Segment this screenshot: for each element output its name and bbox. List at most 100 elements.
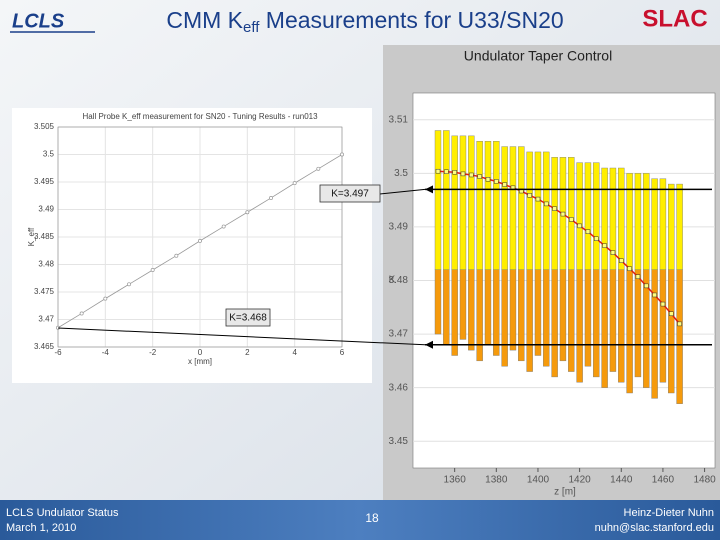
- y-tick-label: 3.485: [34, 232, 55, 241]
- k-marker: [652, 292, 657, 298]
- upper-bar: [509, 146, 517, 270]
- lower-bar: [676, 269, 683, 404]
- y-tick-label: 3.48: [38, 260, 54, 269]
- upper-bar: [543, 151, 550, 270]
- lower-bar: [576, 269, 583, 383]
- x-tick-label: 1480: [693, 475, 716, 486]
- upper-bar: [484, 141, 492, 270]
- y-tick-label: 3.495: [34, 177, 55, 186]
- data-point: [198, 238, 202, 243]
- y-tick-label: 3.5: [394, 168, 408, 179]
- upper-bar: [651, 178, 658, 270]
- x-tick-label: 1420: [568, 475, 591, 486]
- lower-bar: [634, 269, 642, 378]
- footer-author: Heinz-Dieter Nuhn: [624, 507, 714, 519]
- footer-email: nuhn@slac.stanford.edu: [595, 522, 714, 534]
- lower-bar: [476, 269, 483, 362]
- y-tick-label: 3.47: [38, 315, 54, 324]
- data-point: [174, 253, 179, 258]
- annotation-label: K=3.468: [229, 313, 267, 324]
- lower-bar: [551, 269, 558, 378]
- upper-bar: [501, 146, 508, 270]
- connector: [57, 327, 426, 346]
- upper-bar: [551, 157, 558, 270]
- y-tick-label: 3.475: [34, 287, 55, 296]
- logo-left: LCLS: [12, 10, 65, 32]
- y-tick-label: 3.5: [43, 150, 55, 159]
- footer-bar: [0, 500, 720, 540]
- y-tick-label: 3.46: [389, 382, 409, 393]
- annotation-box: [319, 184, 381, 203]
- lower-bar: [468, 269, 475, 351]
- upper-bar: [434, 130, 442, 270]
- upper-bar: [526, 151, 533, 270]
- upper-bar: [518, 146, 525, 270]
- upper-bar: [451, 135, 458, 270]
- x-tick-label: 1460: [652, 475, 675, 486]
- lower-bar: [434, 269, 442, 335]
- upper-bar: [601, 167, 608, 270]
- upper-bar: [593, 162, 600, 270]
- k-marker: [577, 223, 582, 229]
- k-marker: [485, 177, 491, 182]
- data-point: [245, 210, 250, 215]
- upper-bar: [668, 183, 675, 270]
- k-marker: [477, 174, 482, 179]
- lower-bar: [459, 269, 467, 340]
- k-marker: [435, 168, 441, 174]
- k-marker: [669, 311, 674, 316]
- arrow-head: [425, 185, 433, 194]
- lower-bar: [451, 269, 458, 356]
- logo-right: SLAC: [642, 5, 707, 32]
- k-marker: [677, 321, 682, 327]
- k-marker: [594, 236, 599, 241]
- footer-line1: LCLS Undulator Status: [6, 507, 119, 519]
- x-tick-label: 4: [292, 348, 297, 357]
- footer-line2: March 1, 2010: [6, 522, 76, 534]
- lower-bar: [493, 269, 500, 356]
- k-marker: [527, 193, 532, 198]
- y-tick-label: 3.49: [38, 205, 54, 214]
- lower-bar: [668, 269, 675, 394]
- x-tick-label: 1400: [527, 475, 550, 486]
- data-point: [127, 282, 131, 287]
- y-tick-label: 3.51: [389, 114, 409, 125]
- upper-bar: [643, 173, 650, 270]
- data-point: [103, 296, 108, 301]
- k-marker: [494, 179, 499, 184]
- k-marker: [535, 196, 541, 202]
- title-rest: Measurements for U33/SN20: [259, 7, 563, 33]
- k-marker: [552, 206, 557, 211]
- upper-bar: [576, 162, 583, 270]
- lower-bar: [618, 269, 625, 383]
- y-tick-label: 3.49: [389, 222, 409, 233]
- x-tick-label: -6: [54, 348, 62, 357]
- upper-bar: [468, 135, 475, 270]
- plot-frame: [57, 126, 343, 348]
- annotation-box: [225, 308, 271, 327]
- y-tick-label: 3.505: [34, 122, 55, 131]
- data-point: [340, 152, 344, 157]
- lower-bar: [584, 269, 592, 367]
- data-point: [316, 166, 321, 171]
- k-marker: [460, 171, 466, 177]
- lower-bar: [659, 269, 667, 383]
- title-main: CMM K: [166, 7, 243, 33]
- upper-bar: [676, 183, 683, 270]
- lower-bar: [543, 269, 550, 367]
- lower-bar: [593, 269, 600, 378]
- lower-bar: [518, 269, 525, 362]
- x-axis-label: z [m]: [554, 487, 576, 498]
- left-chart-title: Hall Probe K_eff measurement for SN20 - …: [82, 112, 318, 121]
- upper-bar: [534, 151, 542, 270]
- lower-bar: [559, 269, 567, 362]
- lower-bar: [484, 269, 492, 345]
- x-tick-label: 1380: [485, 475, 508, 486]
- upper-bar: [476, 141, 483, 270]
- lower-bar: [501, 269, 508, 367]
- y-tick-label: 3.47: [389, 329, 409, 340]
- y-axis-label: K_eff: [27, 227, 36, 246]
- k-marker: [660, 301, 666, 307]
- k-marker: [569, 217, 574, 222]
